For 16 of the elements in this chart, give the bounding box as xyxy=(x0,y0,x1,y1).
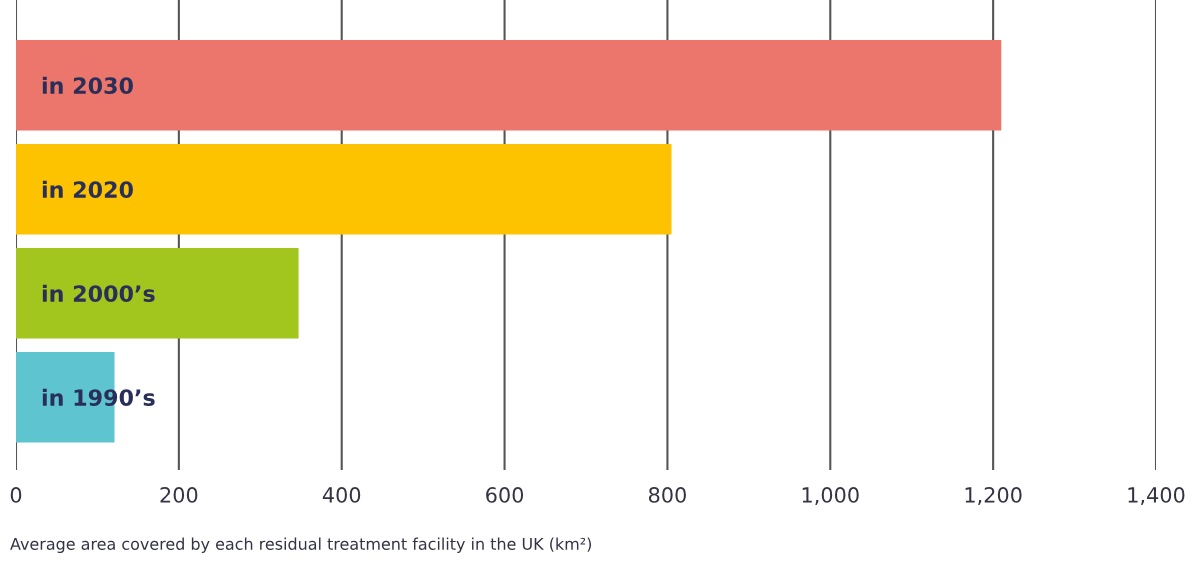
x-axis-title: Average area covered by each residual treatment facility in the UK (km²) xyxy=(10,537,592,553)
y-tick-label: in 2000’s xyxy=(42,284,155,302)
x-tick-label: 1,000 xyxy=(802,487,859,505)
x-tick-label: 1,400 xyxy=(1128,487,1185,505)
x-tick-label: 800 xyxy=(648,487,686,503)
x-tick-label: 0 xyxy=(10,487,22,503)
x-tick-label: 200 xyxy=(160,487,198,503)
x-tick-label: 1,200 xyxy=(965,487,1022,505)
bar xyxy=(16,40,1002,131)
x-tick-label: 600 xyxy=(486,487,524,503)
y-tick-label: in 1990’s xyxy=(42,388,155,406)
bar xyxy=(16,248,299,339)
bar xyxy=(16,144,672,235)
x-tick-label: 400 xyxy=(322,487,361,503)
y-tick-label: in 2030 xyxy=(42,76,133,95)
y-tick-label: in 2020 xyxy=(42,180,133,199)
